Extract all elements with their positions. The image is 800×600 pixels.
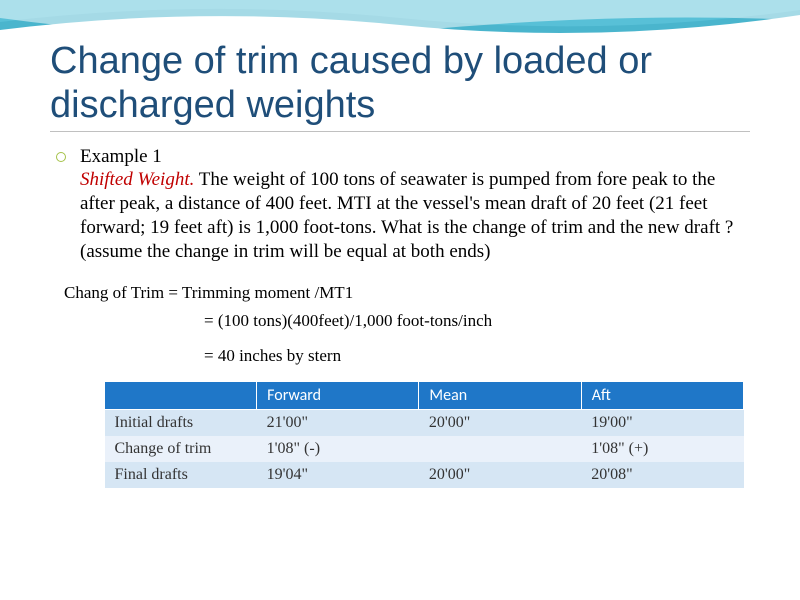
- table-header-row: Forward Mean Aft: [105, 381, 744, 409]
- cell-aft: 20'08": [581, 462, 743, 488]
- cell-label: Initial drafts: [105, 409, 257, 436]
- table-header-blank: [105, 381, 257, 409]
- cell-mean: [419, 436, 581, 462]
- calc-line-1: Chang of Trim = Trimming moment /MT1: [64, 279, 750, 306]
- table-header-mean: Mean: [419, 381, 581, 409]
- cell-label: Change of trim: [105, 436, 257, 462]
- cell-forward: 19'04": [257, 462, 419, 488]
- cell-forward: 21'00": [257, 409, 419, 436]
- example-label: Example 1: [80, 146, 750, 168]
- cell-label: Final drafts: [105, 462, 257, 488]
- table-header-aft: Aft: [581, 381, 743, 409]
- calc-line-2: = (100 tons)(400feet)/1,000 foot-tons/in…: [64, 307, 750, 334]
- table-row: Change of trim 1'08" (-) 1'08" (+): [105, 436, 744, 462]
- cell-mean: 20'00": [419, 409, 581, 436]
- example-body: Shifted Weight. The weight of 100 tons o…: [80, 168, 750, 263]
- cell-aft: 19'00": [581, 409, 743, 436]
- example-block: Example 1 Shifted Weight. The weight of …: [50, 146, 750, 263]
- cell-aft: 1'08" (+): [581, 436, 743, 462]
- table-header-forward: Forward: [257, 381, 419, 409]
- cell-mean: 20'00": [419, 462, 581, 488]
- slide-title: Change of trim caused by loaded or disch…: [50, 40, 750, 132]
- table-row: Initial drafts 21'00" 20'00" 19'00": [105, 409, 744, 436]
- calculation-block: Chang of Trim = Trimming moment /MT1 = (…: [50, 279, 750, 369]
- shifted-weight-label: Shifted Weight.: [80, 169, 194, 190]
- drafts-table: Forward Mean Aft Initial drafts 21'00" 2…: [104, 381, 744, 488]
- bullet-icon: [56, 152, 66, 162]
- drafts-table-wrap: Forward Mean Aft Initial drafts 21'00" 2…: [50, 381, 750, 488]
- cell-forward: 1'08" (-): [257, 436, 419, 462]
- table-row: Final drafts 19'04" 20'00" 20'08": [105, 462, 744, 488]
- calc-line-3: = 40 inches by stern: [64, 342, 750, 369]
